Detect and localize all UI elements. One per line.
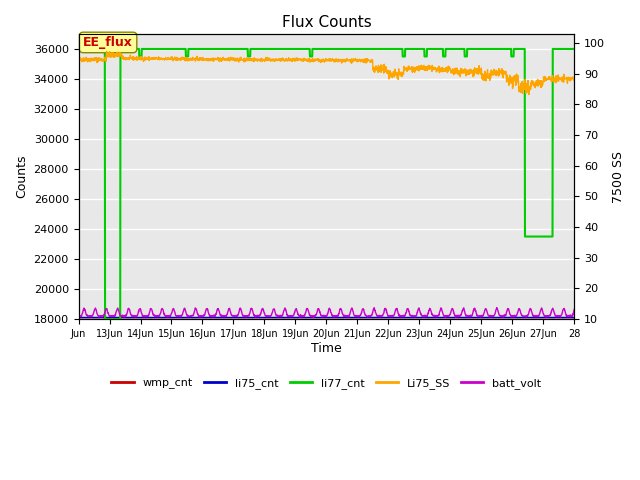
X-axis label: Time: Time [311, 342, 342, 355]
Title: Flux Counts: Flux Counts [282, 15, 371, 30]
Y-axis label: Counts: Counts [15, 155, 28, 198]
Text: EE_flux: EE_flux [83, 36, 133, 49]
Legend: wmp_cnt, li75_cnt, li77_cnt, Li75_SS, batt_volt: wmp_cnt, li75_cnt, li77_cnt, Li75_SS, ba… [107, 373, 546, 393]
Y-axis label: 7500 SS: 7500 SS [612, 151, 625, 203]
